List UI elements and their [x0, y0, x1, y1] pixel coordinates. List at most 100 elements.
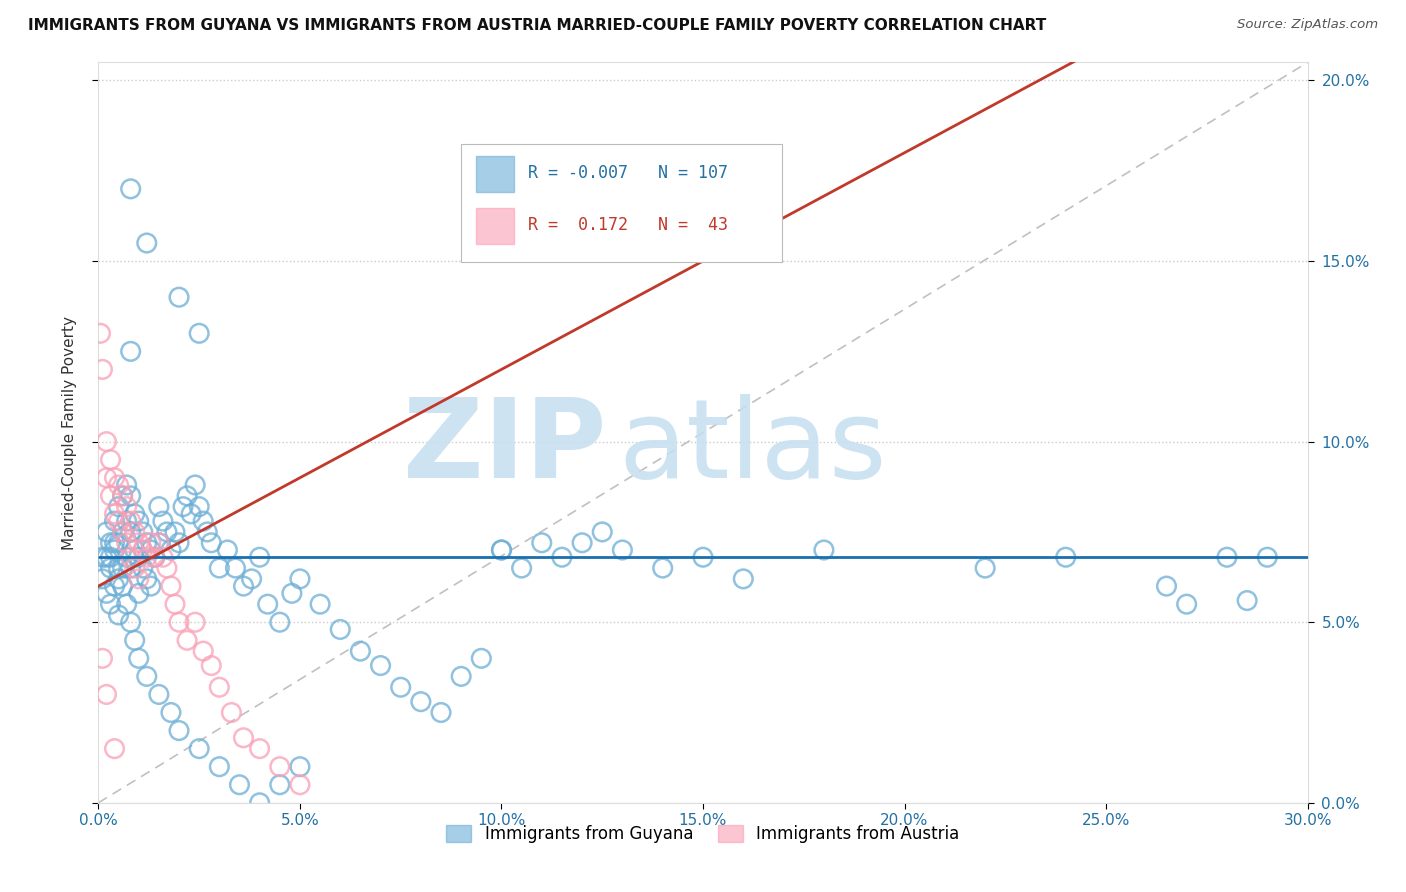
Point	[184, 478, 207, 492]
Point	[100, 489, 122, 503]
Point	[124, 507, 146, 521]
Point	[409, 695, 432, 709]
Point	[132, 561, 155, 575]
Point	[1256, 550, 1278, 565]
Point	[124, 561, 146, 575]
Point	[651, 561, 673, 575]
Point	[103, 741, 125, 756]
Point	[139, 579, 162, 593]
Point	[115, 597, 138, 611]
Point	[96, 471, 118, 485]
Point	[163, 524, 186, 539]
Point	[111, 561, 134, 575]
Point	[107, 500, 129, 514]
Point	[195, 524, 218, 539]
Point	[107, 478, 129, 492]
Point	[120, 344, 142, 359]
Point	[200, 658, 222, 673]
Point	[193, 514, 215, 528]
Point	[128, 514, 150, 528]
Point	[107, 535, 129, 549]
Point	[107, 561, 129, 575]
Point	[491, 543, 513, 558]
Point	[91, 550, 114, 565]
Point	[128, 535, 150, 549]
Point	[128, 572, 150, 586]
Point	[148, 535, 170, 549]
Point	[1216, 550, 1239, 565]
Point	[184, 615, 207, 630]
Point	[389, 680, 412, 694]
Point	[96, 524, 118, 539]
Point	[89, 326, 111, 341]
FancyBboxPatch shape	[461, 144, 782, 262]
Point	[107, 514, 129, 528]
Point	[269, 615, 291, 630]
Point	[135, 550, 157, 565]
Point	[115, 500, 138, 514]
Point	[143, 550, 166, 565]
Point	[288, 778, 311, 792]
Point	[103, 471, 125, 485]
Point	[1156, 579, 1178, 593]
Point	[221, 706, 243, 720]
Point	[249, 796, 271, 810]
Point	[208, 760, 231, 774]
Point	[974, 561, 997, 575]
Point	[551, 550, 574, 565]
Point	[135, 535, 157, 549]
Point	[120, 524, 142, 539]
Point	[249, 741, 271, 756]
Point	[132, 543, 155, 558]
Point	[813, 543, 835, 558]
Point	[329, 623, 352, 637]
Point	[120, 561, 142, 575]
Point	[107, 607, 129, 622]
Point	[269, 778, 291, 792]
Point	[1175, 597, 1198, 611]
Point	[167, 290, 190, 304]
FancyBboxPatch shape	[475, 156, 515, 192]
Point	[111, 489, 134, 503]
Point	[200, 535, 222, 549]
Point	[96, 586, 118, 600]
Point	[370, 658, 392, 673]
Text: Source: ZipAtlas.com: Source: ZipAtlas.com	[1237, 18, 1378, 31]
Point	[269, 760, 291, 774]
Point	[208, 680, 231, 694]
Point	[148, 688, 170, 702]
Point	[281, 586, 304, 600]
Y-axis label: Married-Couple Family Poverty: Married-Couple Family Poverty	[62, 316, 77, 549]
Point	[120, 550, 142, 565]
Point	[100, 597, 122, 611]
Point	[160, 579, 183, 593]
Point	[450, 669, 472, 683]
Legend: Immigrants from Guyana, Immigrants from Austria: Immigrants from Guyana, Immigrants from …	[440, 819, 966, 850]
Point	[176, 633, 198, 648]
Point	[208, 561, 231, 575]
Point	[160, 706, 183, 720]
Point	[188, 500, 211, 514]
Point	[115, 550, 138, 565]
Point	[148, 535, 170, 549]
Point	[156, 524, 179, 539]
Point	[591, 524, 613, 539]
Point	[135, 669, 157, 683]
Point	[143, 550, 166, 565]
Point	[111, 489, 134, 503]
Point	[111, 524, 134, 539]
Text: R =  0.172   N =  43: R = 0.172 N = 43	[527, 217, 728, 235]
Point	[256, 597, 278, 611]
Point	[167, 615, 190, 630]
Point	[228, 778, 250, 792]
Point	[224, 561, 246, 575]
Point	[100, 550, 122, 565]
Point	[120, 615, 142, 630]
Point	[96, 550, 118, 565]
Point	[115, 478, 138, 492]
Point	[232, 579, 254, 593]
Point	[156, 561, 179, 575]
Point	[288, 760, 311, 774]
Point	[167, 723, 190, 738]
Point	[100, 561, 122, 575]
